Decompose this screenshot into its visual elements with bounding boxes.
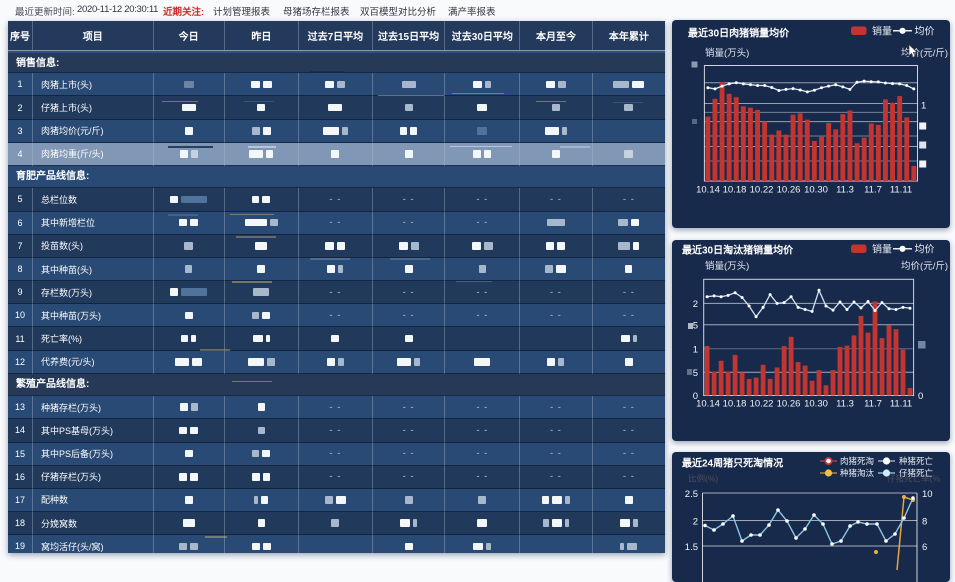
svg-text:销量: 销量 xyxy=(872,25,892,38)
svg-text:10.14: 10.14 xyxy=(696,399,720,410)
svg-text:均价(元/斤): 均价(元/斤) xyxy=(901,260,948,272)
svg-text:均价(元/斤): 均价(元/斤) xyxy=(901,47,948,59)
svg-text:最近30日淘汰猪销量均价: 最近30日淘汰猪销量均价 xyxy=(682,244,794,257)
svg-text:均价: 均价 xyxy=(915,26,935,38)
svg-text:11.7: 11.7 xyxy=(864,185,882,196)
svg-text:11.11: 11.11 xyxy=(890,399,912,410)
svg-text:10.30: 10.30 xyxy=(804,399,828,410)
svg-text:肉猪死淘: 肉猪死淘 xyxy=(840,456,874,466)
svg-text:10.22: 10.22 xyxy=(750,185,774,196)
svg-text:10.26: 10.26 xyxy=(777,185,801,196)
svg-text:种猪死亡: 种猪死亡 xyxy=(899,456,934,466)
svg-text:销量(万头): 销量(万头) xyxy=(705,47,749,59)
svg-text:10.14: 10.14 xyxy=(696,185,720,196)
svg-text:1.5: 1.5 xyxy=(685,542,698,553)
svg-text:销量: 销量 xyxy=(872,243,892,256)
svg-text:10.18: 10.18 xyxy=(723,399,747,410)
svg-text:11.3: 11.3 xyxy=(836,185,854,196)
svg-text:最近24周猪只死淘情况: 最近24周猪只死淘情况 xyxy=(682,457,783,470)
svg-text:最近30日肉猪销量均价: 最近30日肉猪销量均价 xyxy=(688,27,790,40)
svg-text:1: 1 xyxy=(693,345,698,356)
svg-text:10.22: 10.22 xyxy=(750,399,774,410)
svg-text:11.3: 11.3 xyxy=(836,399,854,410)
svg-text:2.5: 2.5 xyxy=(685,489,698,500)
svg-text:6: 6 xyxy=(922,542,927,553)
svg-text:5: 5 xyxy=(693,321,698,332)
svg-text:1: 1 xyxy=(921,101,926,112)
svg-text:2: 2 xyxy=(693,299,698,310)
svg-text:均价: 均价 xyxy=(915,244,935,256)
svg-text:0: 0 xyxy=(918,391,923,402)
svg-text:销量(万头): 销量(万头) xyxy=(705,260,749,272)
svg-text:比例(%): 比例(%) xyxy=(688,474,718,484)
svg-text:11.11: 11.11 xyxy=(890,185,912,196)
svg-text:11.7: 11.7 xyxy=(864,399,882,410)
svg-text:8: 8 xyxy=(922,517,927,528)
svg-text:10.18: 10.18 xyxy=(723,185,747,196)
svg-text:种猪淘汰: 种猪淘汰 xyxy=(840,468,875,478)
svg-text:仔猪死亡率(%: 仔猪死亡率(% xyxy=(887,474,940,484)
svg-text:5: 5 xyxy=(693,368,698,379)
svg-text:仔猪死亡: 仔猪死亡 xyxy=(899,468,934,478)
svg-text:0: 0 xyxy=(693,391,698,402)
svg-text:10: 10 xyxy=(922,489,933,500)
svg-text:10.26: 10.26 xyxy=(777,399,801,410)
svg-text:10.30: 10.30 xyxy=(804,185,828,196)
svg-text:2: 2 xyxy=(693,517,698,528)
